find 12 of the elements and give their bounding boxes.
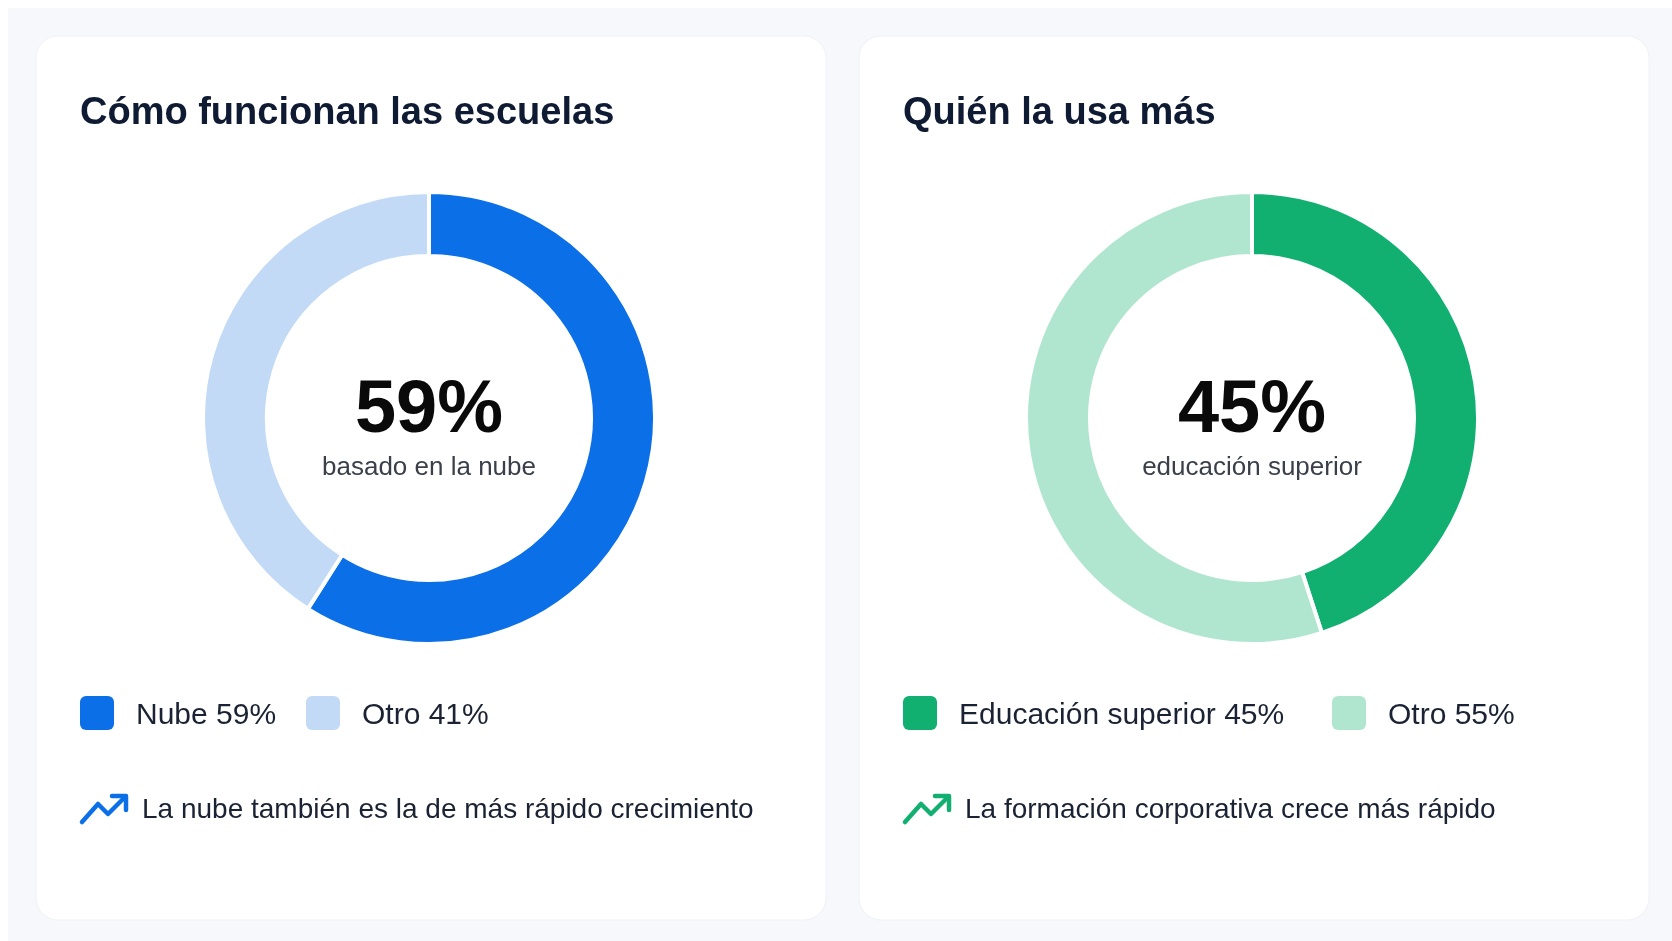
legend-label: Educación superior 45% (959, 697, 1285, 730)
text: La nube también es la de más rápido crecimiento (142, 793, 754, 824)
chart-title: Quién la usa más (903, 90, 1216, 132)
text: La formación corporativa crece más rápido (965, 793, 1496, 824)
text: basado en la nube (322, 451, 536, 481)
legend-label: Nube 59% (136, 697, 277, 730)
data-label: 59% (354, 365, 504, 448)
legend-label: Otro 55% (1388, 697, 1515, 730)
data-label: 45% (1177, 365, 1327, 448)
chart-title: Cómo funcionan las escuelas (80, 90, 615, 132)
legend-label: Otro 41% (362, 697, 489, 730)
text: educación superior (1142, 451, 1363, 481)
